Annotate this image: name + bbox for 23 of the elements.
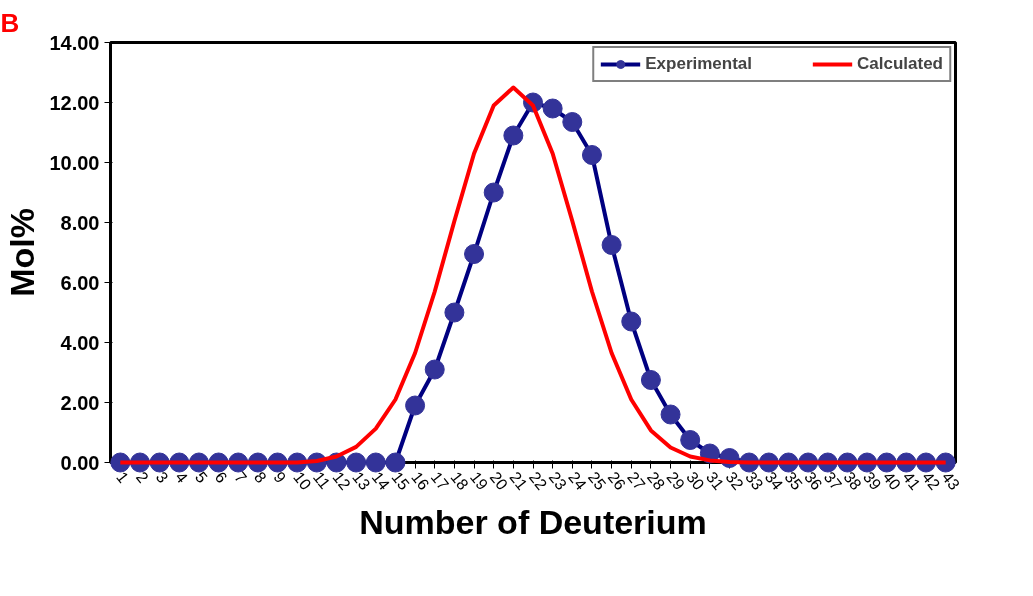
x-tick-label: 5 bbox=[191, 468, 211, 487]
y-tick-label: 14.00 bbox=[49, 31, 100, 54]
legend-label: Calculated bbox=[857, 54, 943, 74]
x-tick-label: 2 bbox=[132, 468, 152, 487]
x-tick-label: 3 bbox=[152, 468, 172, 487]
x-tick-label: 4 bbox=[172, 468, 192, 487]
x-axis-title: Number of Deuterium bbox=[359, 502, 707, 541]
x-tick-label: 9 bbox=[270, 468, 290, 487]
x-tick-label: 8 bbox=[250, 468, 270, 487]
x-tick-label: 1 bbox=[113, 468, 133, 487]
y-tick-label: 8.00 bbox=[60, 211, 100, 234]
y-tick-label: 0.00 bbox=[60, 451, 100, 474]
y-tick-label: 2.00 bbox=[60, 391, 100, 414]
y-axis-title: Mol% bbox=[3, 208, 42, 297]
y-tick-label: 10.00 bbox=[49, 151, 100, 174]
y-tick-label: 12.00 bbox=[49, 91, 100, 114]
x-tick-label: 6 bbox=[211, 468, 231, 487]
legend-label: Experimental bbox=[645, 54, 753, 74]
y-tick-label: 4.00 bbox=[60, 331, 100, 354]
x-tick-label: 7 bbox=[231, 468, 251, 487]
y-tick-label: 6.00 bbox=[60, 271, 100, 294]
text: B bbox=[0, 7, 20, 38]
x-tick-label: 32 bbox=[722, 468, 747, 494]
